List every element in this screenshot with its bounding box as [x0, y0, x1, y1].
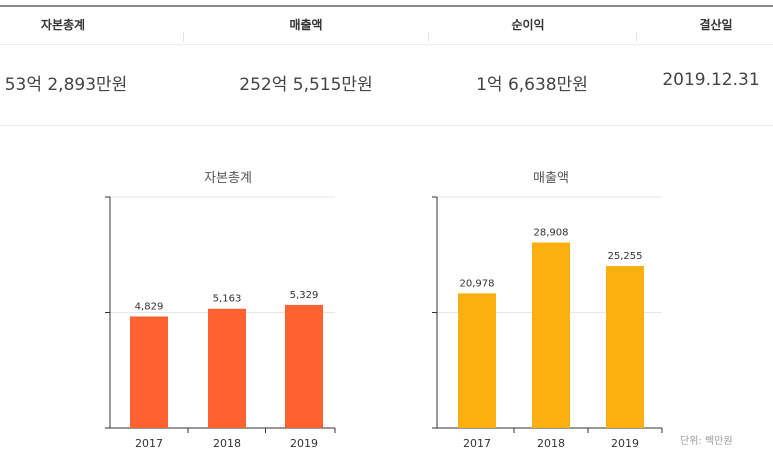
data-label-revenue-2017: 20,978: [460, 278, 495, 289]
bar-capital-2018: [208, 308, 246, 428]
values-line: [0, 125, 773, 126]
header-settlement-date: 결산일: [699, 18, 733, 32]
data-label-revenue-2018: 28,908: [534, 228, 569, 239]
header-divider: [636, 32, 637, 42]
x-tick-label-revenue-2018: 2018: [537, 437, 565, 450]
chart-title-revenue: 매출액: [533, 171, 569, 186]
header-divider: [183, 32, 184, 42]
header-revenue: 매출액: [289, 18, 323, 32]
bar-revenue-2018: [532, 242, 570, 428]
x-tick-label-capital-2019: 2019: [290, 437, 318, 450]
chart-title-capital: 자본총계: [204, 171, 252, 186]
value-settlement-date: 2019.12.31: [662, 70, 760, 90]
bar-capital-2019: [285, 304, 323, 428]
value-revenue: 252억 5,515만원: [239, 75, 373, 95]
header-net-income: 순이익: [511, 18, 545, 32]
x-tick-label-revenue-2019: 2019: [611, 437, 639, 450]
x-tick-label-capital-2018: 2018: [213, 437, 241, 450]
bar-revenue-2017: [458, 293, 496, 428]
value-capital: 53억 2,893만원: [4, 75, 128, 95]
bar-capital-2017: [130, 316, 168, 428]
header-capital: 자본총계: [40, 18, 86, 32]
x-tick-label-revenue-2017: 2017: [463, 437, 491, 450]
data-label-capital-2019: 5,329: [290, 290, 319, 301]
data-label-revenue-2019: 25,255: [608, 251, 643, 262]
top-rule: [0, 5, 773, 7]
data-label-capital-2018: 5,163: [213, 294, 242, 305]
bar-revenue-2019: [606, 265, 644, 428]
unit-label: 단위: 백만원: [680, 436, 733, 447]
value-net-income: 1억 6,638만원: [476, 75, 588, 95]
header-divider: [428, 32, 429, 42]
header-line: [0, 44, 773, 45]
x-tick-label-capital-2017: 2017: [135, 437, 163, 450]
data-label-capital-2017: 4,829: [135, 301, 164, 312]
